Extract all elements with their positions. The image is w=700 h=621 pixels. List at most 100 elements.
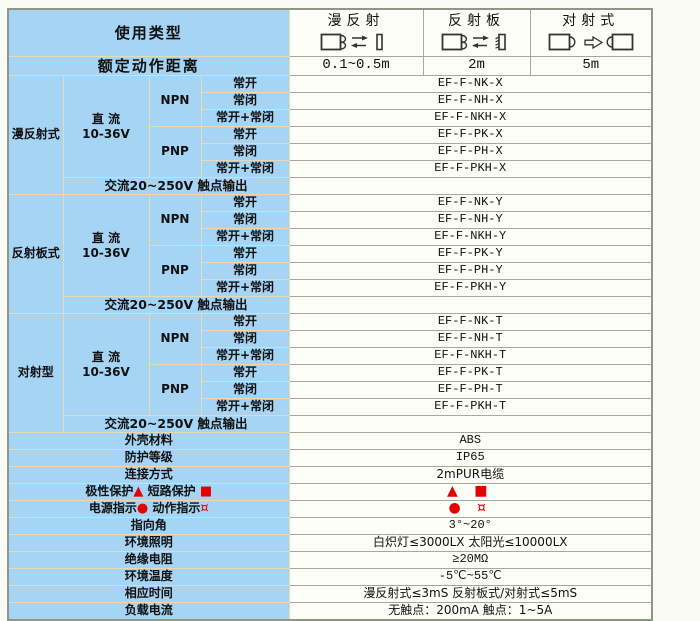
ac-output-cell: 交流20~250V 触点输出 — [62, 415, 290, 433]
model-cell: EF-F-NK-T — [288, 313, 653, 331]
contact-type-cell: 常开+常闭 — [200, 228, 290, 246]
power-type: 直 流 — [91, 111, 121, 126]
model-cell: EF-F-NH-Y — [288, 211, 653, 229]
spec-label-load-current: 负载电流 — [7, 602, 290, 621]
polarity-cell-pnp: PNP — [148, 364, 202, 416]
spec-label-ambient-light: 环境照明 — [7, 534, 290, 552]
distance-header: 额定动作距离 — [7, 56, 290, 76]
contact-type-cell: 常开 — [200, 126, 290, 144]
spec-value-indicator: ● ¤ — [288, 500, 653, 518]
model-cell: EF-F-PKH-X — [288, 160, 653, 178]
polarity-protection-label: 极性保护 — [85, 483, 134, 498]
spec-label-beam-angle: 指向角 — [7, 517, 290, 535]
voltage-range: 10-36V — [82, 245, 130, 260]
model-cell: EF-F-NK-Y — [288, 194, 653, 212]
contact-type-cell: 常闭 — [200, 262, 290, 280]
model-cell: EF-F-NKH-X — [288, 109, 653, 127]
contact-type-cell: 常开 — [200, 364, 290, 382]
contact-type-cell: 常开+常闭 — [200, 109, 290, 127]
ac-model-cell-empty — [288, 177, 653, 195]
polarity-cell-npn: NPN — [148, 313, 202, 365]
polarity-cell-npn: NPN — [148, 194, 202, 246]
spec-label-indicator: 电源指示● 动作指示¤ — [7, 500, 290, 518]
section-label-retro: 反射板式 — [7, 194, 64, 314]
contact-type-cell: 常开 — [200, 194, 290, 212]
contact-type-cell: 常闭 — [200, 143, 290, 161]
spec-value-ambient-light: 白炽灯≤3000LX 太阳光≤10000LX — [288, 534, 653, 552]
contact-type-cell: 常开+常闭 — [200, 398, 290, 416]
spec-value-housing: ABS — [288, 432, 653, 450]
distance-value-retro: 2m — [422, 56, 531, 76]
sensing-mode-header-retro: 反射板 — [422, 8, 531, 57]
column-label: 反射板 — [448, 13, 506, 30]
spec-label-response-time: 相应时间 — [7, 585, 290, 603]
protection-symbols: ▲ ■ — [447, 483, 494, 500]
spec-label-temperature: 环境温度 — [7, 568, 290, 586]
voltage-range: 10-36V — [82, 126, 130, 141]
sensing-mode-header-diffuse: 漫反射 — [288, 8, 424, 57]
contact-type-cell: 常开+常闭 — [200, 160, 290, 178]
polarity-cell-pnp: PNP — [148, 126, 202, 178]
ac-model-cell-empty — [288, 296, 653, 314]
ac-output-cell: 交流20~250V 触点输出 — [62, 177, 290, 195]
spec-value-protection: ▲ ■ — [288, 483, 653, 501]
column-label: 对射式 — [562, 13, 620, 30]
contact-type-cell: 常闭 — [200, 381, 290, 399]
contact-type-cell: 常闭 — [200, 211, 290, 229]
model-cell: EF-F-PH-X — [288, 143, 653, 161]
ac-output-cell: 交流20~250V 触点输出 — [62, 296, 290, 314]
triangle-icon: ▲ — [133, 483, 144, 499]
model-cell: EF-F-NH-T — [288, 330, 653, 348]
section-label-diffuse: 漫反射式 — [7, 75, 64, 195]
indicator-symbols: ● ¤ — [448, 500, 493, 517]
section-label-throughbeam: 对射型 — [7, 313, 64, 433]
voltage-range: 10-36V — [82, 364, 130, 379]
ac-model-cell-empty — [288, 415, 653, 433]
spec-value-response-time: 漫反射式≤3mS 反射板式/对射式≤5mS — [288, 585, 653, 603]
distance-value-throughbeam: 5m — [529, 56, 653, 76]
model-cell: EF-F-NKH-T — [288, 347, 653, 365]
polarity-cell-pnp: PNP — [148, 245, 202, 297]
model-cell: EF-F-NK-X — [288, 75, 653, 93]
circle-icon: ● — [136, 500, 149, 516]
contact-type-cell: 常开 — [200, 313, 290, 331]
retro-reflective-icon — [441, 33, 506, 51]
through-beam-icon — [548, 33, 634, 51]
sensor-spec-table: 使用类型 漫反射 反射板 — [7, 8, 654, 621]
model-cell: EF-F-NKH-Y — [288, 228, 653, 246]
power-type: 直 流 — [91, 230, 121, 245]
spec-value-load-current: 无触点：200mA 触点：1~5A — [288, 602, 653, 621]
contact-type-cell: 常开+常闭 — [200, 347, 290, 365]
distance-value-diffuse: 0.1~0.5m — [288, 56, 424, 76]
usage-type-header: 使用类型 — [7, 8, 290, 57]
power-type: 直 流 — [91, 349, 121, 364]
spec-label-protection: 极性保护▲ 短路保护 ■ — [7, 483, 290, 501]
diffuse-reflective-icon — [320, 33, 383, 51]
contact-type-cell: 常开+常闭 — [200, 279, 290, 297]
short-circuit-protection-label: 短路保护 — [147, 483, 196, 498]
spec-value-connection: 2mPUR电缆 — [288, 466, 653, 484]
model-cell: EF-F-PK-Y — [288, 245, 653, 263]
model-cell: EF-F-PKH-Y — [288, 279, 653, 297]
contact-type-cell: 常闭 — [200, 92, 290, 110]
column-label: 漫反射 — [327, 13, 385, 30]
power-supply-cell: 直 流 10-36V — [62, 313, 150, 416]
polarity-cell-npn: NPN — [148, 75, 202, 127]
sensing-mode-header-throughbeam: 对射式 — [529, 8, 653, 57]
spec-label-ip-rating: 防护等级 — [7, 449, 290, 467]
spec-value-ip-rating: IP65 — [288, 449, 653, 467]
model-cell: EF-F-PK-T — [288, 364, 653, 382]
power-supply-cell: 直 流 10-36V — [62, 194, 150, 297]
model-cell: EF-F-PH-Y — [288, 262, 653, 280]
model-cell: EF-F-PKH-T — [288, 398, 653, 416]
contact-type-cell: 常开 — [200, 245, 290, 263]
spec-value-beam-angle: 3°~20° — [288, 517, 653, 535]
model-cell: EF-F-PH-T — [288, 381, 653, 399]
model-cell: EF-F-PK-X — [288, 126, 653, 144]
contact-type-cell: 常开 — [200, 75, 290, 93]
spec-value-temperature: -5℃~55℃ — [288, 568, 653, 586]
power-indicator-label: 电源指示 — [88, 500, 137, 515]
spec-label-connection: 连接方式 — [7, 466, 290, 484]
spec-label-insulation: 绝缘电阻 — [7, 551, 290, 569]
power-supply-cell: 直 流 10-36V — [62, 75, 150, 178]
